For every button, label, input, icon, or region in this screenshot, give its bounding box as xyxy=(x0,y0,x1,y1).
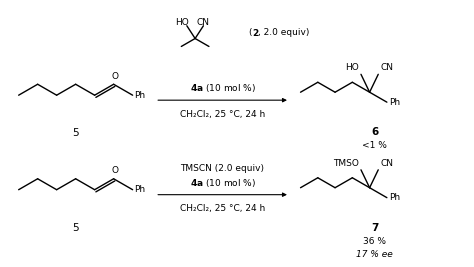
Text: Ph: Ph xyxy=(389,193,400,202)
Text: 17 % ee: 17 % ee xyxy=(356,250,393,259)
Text: $\bf{4a}$ (10 mol %): $\bf{4a}$ (10 mol %) xyxy=(190,82,255,94)
Text: CN: CN xyxy=(197,18,210,27)
Text: 36 %: 36 % xyxy=(363,237,386,246)
Text: $\bf{4a}$ (10 mol %): $\bf{4a}$ (10 mol %) xyxy=(190,177,255,189)
Text: CN: CN xyxy=(380,63,393,72)
Text: O: O xyxy=(111,166,118,175)
Text: HO: HO xyxy=(345,63,359,72)
Text: TMSO: TMSO xyxy=(333,159,359,168)
Text: (: ( xyxy=(248,28,252,37)
Text: Ph: Ph xyxy=(135,185,146,194)
Text: 6: 6 xyxy=(371,127,378,137)
Text: 5: 5 xyxy=(72,222,79,233)
Text: 7: 7 xyxy=(371,222,378,233)
Text: CH₂Cl₂, 25 °C, 24 h: CH₂Cl₂, 25 °C, 24 h xyxy=(180,204,265,213)
Text: 5: 5 xyxy=(72,128,79,138)
Text: <1 %: <1 % xyxy=(362,142,387,150)
Text: CH₂Cl₂, 25 °C, 24 h: CH₂Cl₂, 25 °C, 24 h xyxy=(180,109,265,119)
Text: , 2.0 equiv): , 2.0 equiv) xyxy=(258,28,310,37)
Text: Ph: Ph xyxy=(135,91,146,100)
Text: O: O xyxy=(111,72,118,81)
Text: CN: CN xyxy=(380,159,393,168)
Text: TMSCN (2.0 equiv): TMSCN (2.0 equiv) xyxy=(181,164,264,173)
Text: $\bf{2}$: $\bf{2}$ xyxy=(252,27,259,38)
Text: Ph: Ph xyxy=(389,98,400,107)
Text: HO: HO xyxy=(175,18,189,27)
